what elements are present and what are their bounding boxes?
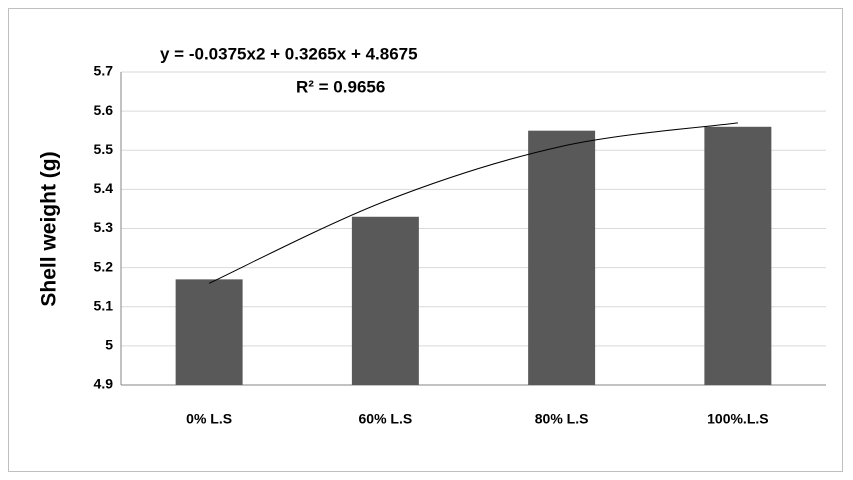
x-tick-label: 80% L.S: [535, 411, 589, 427]
r-squared-annotation: R² = 0.9656: [296, 77, 385, 96]
y-tick-label: 4.9: [94, 376, 114, 392]
y-tick-label: 5.1: [94, 297, 114, 313]
y-tick-label: 5.5: [94, 141, 114, 157]
bar: [351, 216, 419, 385]
y-tick-label: 5.4: [94, 180, 114, 196]
trendline: [208, 122, 738, 284]
y-tick-label: 5.7: [94, 63, 114, 79]
y-tick-label: 5.3: [94, 219, 114, 235]
x-tick-label: 0% L.S: [186, 411, 232, 427]
bar: [175, 279, 243, 385]
y-tick-label: 5: [105, 337, 113, 353]
x-tick-label: 60% L.S: [359, 411, 413, 427]
y-tick-label: 5.2: [94, 258, 114, 274]
equation-annotation: y = -0.0375x2 + 0.3265x + 4.8675: [160, 44, 418, 63]
chart-border: [8, 8, 843, 472]
bar: [704, 126, 772, 386]
y-axis-label: Shell weight (g): [38, 151, 61, 306]
bar: [528, 130, 596, 385]
x-tick-label: 100%.L.S: [707, 411, 768, 427]
y-tick-label: 5.6: [94, 102, 114, 118]
